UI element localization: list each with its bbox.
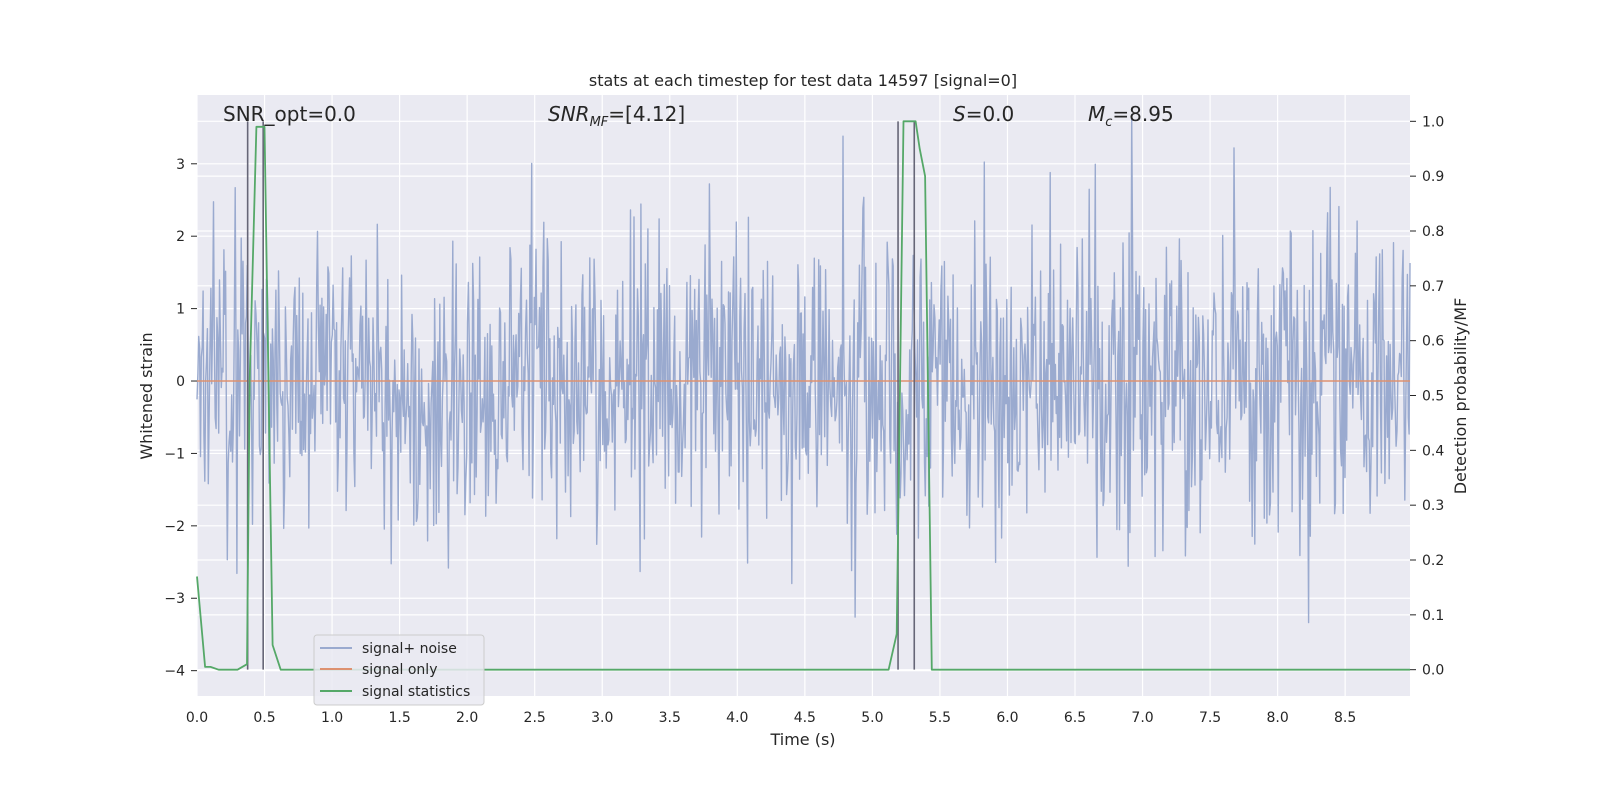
legend: signal+ noise signal only signal statist… bbox=[313, 634, 485, 706]
y-tick-label-right: 0.8 bbox=[1422, 224, 1444, 240]
series-signal-noise bbox=[196, 113, 1411, 624]
x-tick-label: 1.5 bbox=[388, 710, 410, 726]
y-tick-label-left: 3 bbox=[176, 157, 185, 173]
chart-title: stats at each timestep for test data 145… bbox=[589, 71, 1017, 90]
y-tick-label-right: 1.0 bbox=[1422, 114, 1444, 130]
x-axis-label: Time (s) bbox=[769, 730, 835, 749]
x-tick-label: 2.5 bbox=[524, 710, 546, 726]
x-tick-label: 7.0 bbox=[1131, 710, 1153, 726]
y-tick-label-right: 0.3 bbox=[1422, 498, 1444, 514]
x-tick-label: 7.5 bbox=[1199, 710, 1221, 726]
y-tick-label-left: −2 bbox=[164, 519, 185, 535]
legend-box bbox=[313, 634, 485, 706]
y-tick-label-right: 0.2 bbox=[1422, 553, 1444, 569]
y-tick-label-left: −1 bbox=[164, 446, 185, 462]
legend-label-signal-noise: signal+ noise bbox=[362, 641, 457, 657]
x-tick-label: 0.5 bbox=[253, 710, 275, 726]
y-tick-label-right: 0.9 bbox=[1422, 169, 1444, 185]
x-tick-label: 1.0 bbox=[321, 710, 343, 726]
x-tick-label: 3.0 bbox=[591, 710, 613, 726]
y-tick-label-left: 2 bbox=[176, 229, 185, 245]
x-tick-label: 0.0 bbox=[186, 710, 208, 726]
annotation-snr-opt: SNR_opt=0.0 bbox=[223, 102, 356, 126]
annotation-mc: Mc=8.95 bbox=[1088, 102, 1174, 130]
x-tick-label: 5.0 bbox=[861, 710, 883, 726]
annotation-snr-mf: SNRMF=[4.12] bbox=[548, 102, 685, 130]
y-tick-label-right: 0.0 bbox=[1422, 663, 1444, 679]
annotation-s: S=0.0 bbox=[953, 102, 1014, 126]
x-tick-label: 3.5 bbox=[659, 710, 681, 726]
y-tick-label-left: 1 bbox=[176, 302, 185, 318]
y-tick-label-left: −3 bbox=[164, 591, 185, 607]
x-tick-label: 4.5 bbox=[794, 710, 816, 726]
y-axis-label-right: Detection probability/MF bbox=[1451, 298, 1470, 495]
y-axis-label-left: Whitened strain bbox=[137, 332, 156, 459]
x-tick-label: 2.0 bbox=[456, 710, 478, 726]
y-tick-label-right: 0.6 bbox=[1422, 334, 1444, 350]
x-tick-label: 6.5 bbox=[1064, 710, 1086, 726]
legend-label-signal-statistics: signal statistics bbox=[362, 684, 470, 700]
x-tick-label: 4.0 bbox=[726, 710, 748, 726]
legend-label-signal-only: signal only bbox=[362, 662, 437, 678]
x-tick-label: 8.0 bbox=[1266, 710, 1288, 726]
x-tick-label: 6.0 bbox=[996, 710, 1018, 726]
y-tick-label-left: 0 bbox=[176, 374, 185, 390]
y-tick-label-left: −4 bbox=[164, 664, 185, 680]
series-signal-statistics bbox=[196, 120, 1410, 671]
y-tick-label-right: 0.7 bbox=[1422, 279, 1444, 295]
x-tick-label: 5.5 bbox=[929, 710, 951, 726]
y-tick-label-right: 0.1 bbox=[1422, 608, 1444, 624]
y-tick-label-right: 0.5 bbox=[1422, 389, 1444, 405]
y-tick-label-right: 0.4 bbox=[1422, 443, 1444, 459]
x-tick-label: 8.5 bbox=[1334, 710, 1356, 726]
